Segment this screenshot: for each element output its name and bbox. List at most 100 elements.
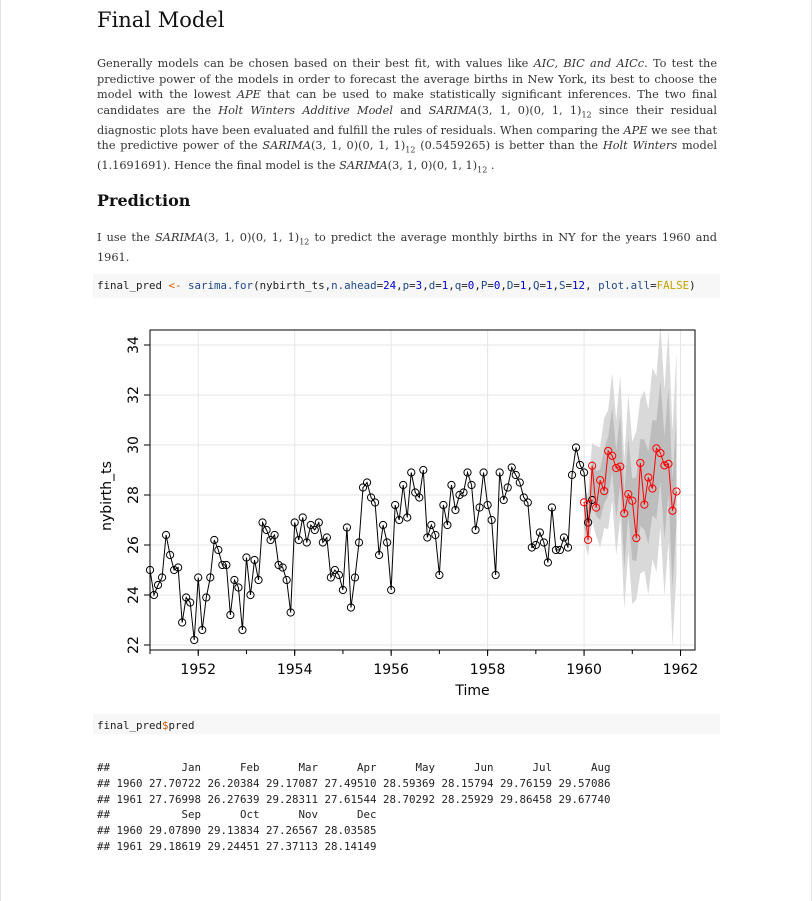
code-token: = xyxy=(376,279,384,292)
observed-point xyxy=(234,583,243,592)
observed-point xyxy=(354,538,364,547)
observed-point xyxy=(427,520,436,530)
paragraph-run: . xyxy=(487,159,495,173)
observed-point xyxy=(350,573,360,582)
paragraph-run: SARIMA xyxy=(428,103,478,117)
code-token: , xyxy=(422,279,429,292)
observed-point xyxy=(463,468,472,477)
observed-point xyxy=(535,528,544,537)
paragraph-run: we see that the predictive power of the xyxy=(97,123,717,153)
code-token: , xyxy=(448,279,455,292)
observed-point xyxy=(322,533,331,542)
paragraph-run: Generally models can be chosen based on … xyxy=(97,57,534,70)
observed-point xyxy=(161,530,171,540)
observed-point xyxy=(423,533,432,542)
forecast-point xyxy=(668,506,677,515)
code-token: sarima.for xyxy=(188,279,254,292)
paragraph-run: Holt Winters xyxy=(602,139,678,153)
observed-point xyxy=(174,563,183,572)
observed-point xyxy=(475,503,484,512)
observed-point xyxy=(519,493,528,502)
observed-point xyxy=(238,625,247,635)
code-token: 1 xyxy=(519,279,527,292)
observed-point xyxy=(515,478,524,487)
observed-point xyxy=(383,538,392,547)
observed-point xyxy=(290,518,299,527)
code-token: FALSE xyxy=(656,279,690,292)
observed-point xyxy=(153,580,163,590)
code-token: final_pred xyxy=(97,719,163,732)
y-tick-label: 32 xyxy=(126,386,142,404)
observed-point xyxy=(543,558,552,567)
y-tick-label: 22 xyxy=(126,636,142,654)
observed-point xyxy=(563,543,573,552)
observed-point xyxy=(370,498,380,507)
observed-point xyxy=(391,500,400,510)
observed-point xyxy=(274,560,283,570)
observed-point xyxy=(362,478,372,487)
observed-point xyxy=(366,493,376,502)
forecast-point xyxy=(660,461,669,470)
section-title-prediction: Prediction xyxy=(97,191,191,210)
observed-point xyxy=(523,498,532,507)
code-token: = xyxy=(409,279,416,292)
observed-point xyxy=(202,593,211,602)
output-line: ## Jan Feb Mar Apr May Jun Jul Aug xyxy=(97,761,611,774)
code-token: 0 xyxy=(493,279,501,292)
observed-point xyxy=(178,618,187,627)
observed-point xyxy=(242,553,251,562)
observed-point xyxy=(282,575,291,585)
observed-point xyxy=(254,575,263,585)
observed-point xyxy=(555,545,565,555)
observed-point xyxy=(419,465,428,475)
forecast-point xyxy=(628,496,637,505)
observed-point xyxy=(302,538,311,547)
observed-point xyxy=(447,480,456,490)
paragraph-run: I use the xyxy=(97,231,156,244)
code-block-sarima-for[interactable]: final_pred <- sarima.for(nybirth_ts,n.ah… xyxy=(93,274,720,298)
paragraph-run: SARIMA xyxy=(339,159,388,173)
observed-point xyxy=(194,573,203,582)
observed-point xyxy=(222,560,231,570)
paragraph-run: SARIMA xyxy=(262,139,311,153)
observed-point xyxy=(210,535,219,545)
observed-point xyxy=(399,480,408,490)
code-token: $ xyxy=(162,719,169,732)
observed-point xyxy=(230,575,239,585)
paragraph-run: (3, 1, 0)(0, 1, 1) xyxy=(387,159,478,173)
observed-point xyxy=(483,500,492,510)
observed-point xyxy=(395,515,404,525)
forecast-chart: 1952 1954 1956 1958 1960 1962 22 24 26 28 30 32 34 Ti… xyxy=(99,326,698,699)
x-axis-title: Time xyxy=(454,683,489,699)
forecast-point xyxy=(636,458,645,468)
observed-point xyxy=(198,625,207,635)
observed-point xyxy=(270,530,279,540)
observed-point xyxy=(479,468,488,477)
code-token: = xyxy=(539,279,546,292)
x-tick-label: 1958 xyxy=(470,662,506,678)
observed-point xyxy=(439,500,448,510)
code-token: = xyxy=(513,279,520,292)
code-token: <- xyxy=(168,279,182,292)
code-token: d xyxy=(428,279,436,292)
forecast-point xyxy=(648,484,657,493)
forecast-point xyxy=(644,473,653,482)
observed-point xyxy=(294,535,303,545)
forecast-point xyxy=(624,490,633,499)
code-token: , xyxy=(526,279,533,292)
observed-point xyxy=(157,573,167,582)
code-block-pred[interactable]: final_pred$pred xyxy=(93,714,720,734)
y-tick-label: 34 xyxy=(126,336,142,354)
forecast-point xyxy=(583,535,593,545)
code-token: = xyxy=(487,279,494,292)
code-token: = xyxy=(461,279,468,292)
code-token: ) xyxy=(689,279,696,292)
observed-point xyxy=(262,525,271,535)
forecast-point xyxy=(632,533,641,543)
observed-point xyxy=(186,598,195,607)
paragraph-run: (0.5459265) is better than the xyxy=(415,139,603,153)
observed-point xyxy=(431,530,440,540)
forecast-point xyxy=(592,503,601,512)
observed-series-line xyxy=(149,447,593,641)
observed-point xyxy=(165,550,175,560)
